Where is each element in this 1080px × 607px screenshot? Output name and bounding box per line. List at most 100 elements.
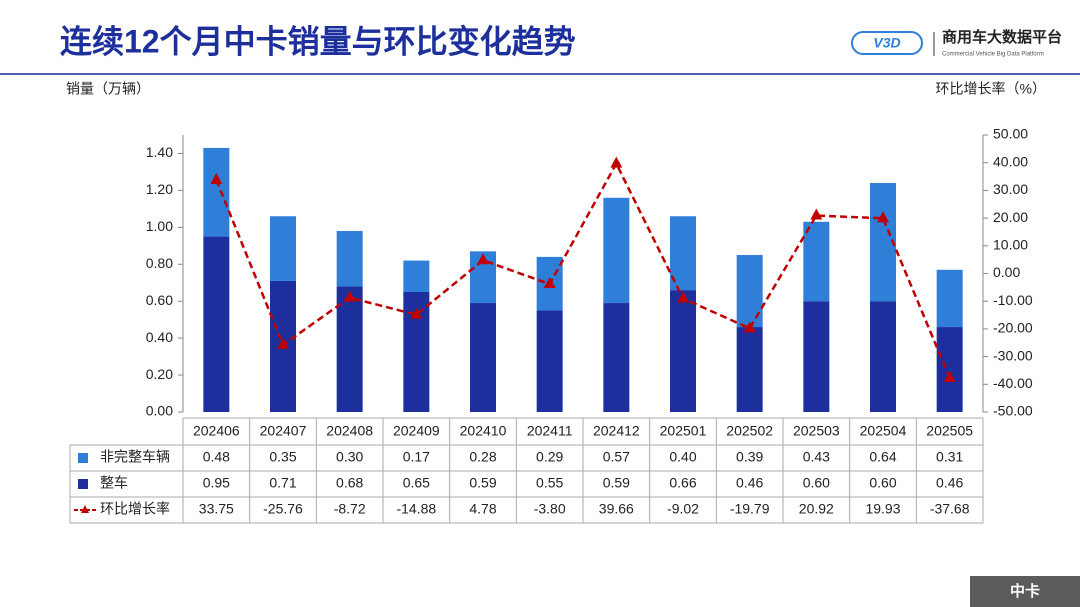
marker [677, 291, 689, 303]
bar [736, 327, 763, 412]
table-cell: 0.17 [403, 449, 430, 465]
table-cell: 0.64 [869, 449, 896, 465]
tag: 中卡 [1010, 582, 1040, 600]
marker [477, 253, 489, 265]
logo: V3D [873, 35, 900, 51]
marker [743, 321, 756, 333]
x-tick-label: 202408 [326, 423, 373, 439]
table-cell: -3.80 [534, 501, 566, 517]
marker [410, 307, 423, 319]
x-tick-label: 202504 [860, 423, 907, 439]
y-label: 销量（万辆） [66, 81, 150, 97]
marker [543, 277, 556, 289]
bar [470, 303, 496, 412]
tag-box [970, 576, 1080, 607]
bar [336, 231, 363, 287]
bar [803, 301, 830, 412]
chart: 0.00 0.20 0.40 0.60 0.80 1.00 1.20 1.40 -50.00 -4… [69, 126, 1033, 524]
table-cell: 0.71 [269, 475, 296, 491]
y2-tick-label: 50.00 [993, 126, 1028, 142]
table-cell: 0.31 [936, 449, 963, 465]
x-tick-label: 202412 [593, 423, 640, 439]
legend-label: 整车 [100, 475, 128, 491]
table-cell: 0.60 [803, 475, 830, 491]
bar [670, 290, 696, 412]
bar [336, 286, 363, 412]
bar [603, 197, 630, 304]
y2-tick-label: 20.00 [993, 209, 1028, 225]
table-cell: 0.65 [403, 475, 430, 491]
y2-tick-label: 10.00 [993, 237, 1028, 253]
x-tick-label: 202411 [527, 423, 573, 439]
x-tick-label: 202501 [660, 423, 707, 439]
table-cell: -19.79 [730, 501, 770, 517]
table-cell: 33.75 [199, 501, 234, 517]
line [215, 160, 951, 379]
brand-en: Commercial Vehicle Big Data Platform [942, 52, 1044, 58]
legend-label: 非完整车辆 [100, 449, 170, 465]
table-cell: 4.78 [469, 501, 496, 517]
table-cell: 39.66 [599, 501, 634, 517]
table-cell: 0.66 [669, 475, 696, 491]
title: 连续12个月中卡销量与环比变化趋势 [60, 23, 576, 59]
table-cell: -8.72 [334, 501, 366, 517]
y-tick-label: 0.00 [146, 403, 173, 419]
x-tick-label: 202502 [726, 423, 773, 439]
y2-tick-label: -20.00 [993, 320, 1033, 336]
table-cell: 0.57 [603, 449, 630, 465]
bar [203, 147, 230, 237]
bar [403, 260, 430, 292]
x-tick-label: 202406 [193, 423, 240, 439]
x-tick-label: 202410 [460, 423, 507, 439]
marker [943, 370, 956, 382]
table-cell: 0.28 [469, 449, 496, 465]
table-cell: 0.29 [536, 449, 563, 465]
legend-key [81, 505, 89, 513]
y-tick-label: 1.20 [146, 181, 173, 197]
x-tick-label: 202409 [393, 423, 440, 439]
table-cell: -37.68 [930, 501, 970, 517]
y2-tick-label: -40.00 [993, 375, 1033, 391]
y-tick-label: 1.40 [146, 144, 173, 160]
y-tick-label: 0.40 [146, 329, 173, 345]
table-cell: -9.02 [667, 501, 699, 517]
y2-tick-label: -10.00 [993, 292, 1033, 308]
y-tick-label: 1.00 [146, 218, 173, 234]
table-cell: 19.93 [865, 501, 900, 517]
logo-shape [851, 31, 923, 55]
x-tick-label: 202505 [926, 423, 973, 439]
bar [203, 236, 230, 412]
y2-label: 环比增长率（%） [936, 81, 1046, 97]
marker [210, 173, 223, 185]
y2-tick-label: -50.00 [993, 403, 1033, 419]
marker [877, 211, 889, 223]
x-tick-label: 202503 [793, 423, 840, 439]
table-cell: 0.68 [336, 475, 363, 491]
table-cell: 0.43 [803, 449, 830, 465]
table-cell: 0.59 [603, 475, 630, 491]
legend-label: 环比增长率 [100, 501, 170, 517]
marker [343, 290, 356, 302]
table-cell: 0.30 [336, 449, 363, 465]
table-cell: -25.76 [263, 501, 303, 517]
table-cell: 0.60 [869, 475, 896, 491]
table-cell: 0.39 [736, 449, 763, 465]
bar [936, 269, 963, 328]
table-cell: 0.40 [669, 449, 696, 465]
y2-tick-label: 0.00 [993, 264, 1020, 280]
table-cell: 0.48 [203, 449, 230, 465]
brand: 商用车大数据平台 [942, 28, 1062, 46]
y2-tick-label: 30.00 [993, 181, 1028, 197]
y-tick-label: 0.80 [146, 255, 173, 271]
bar [803, 221, 830, 302]
y-tick-label: 0.20 [146, 366, 173, 382]
bar [536, 310, 563, 412]
x-tick-label: 202407 [260, 423, 307, 439]
bar [870, 301, 896, 412]
bar [603, 303, 630, 412]
table-cell: 0.59 [469, 475, 496, 491]
bar [670, 216, 696, 291]
table-cell: 20.92 [799, 501, 834, 517]
table-cell: 0.35 [269, 449, 296, 465]
